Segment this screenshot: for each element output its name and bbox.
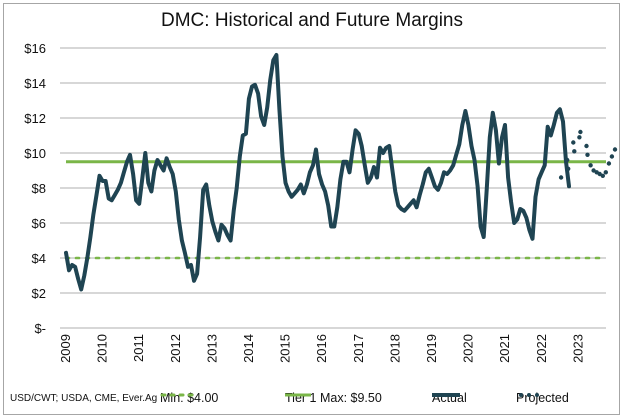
- projected-point: [558, 175, 564, 180]
- projected-point: [588, 163, 593, 168]
- y-tick-label: $14: [24, 76, 46, 91]
- legend-item-tier1: Tier 1 Max: $9.50: [285, 391, 382, 405]
- x-tick-label: 2014: [241, 334, 256, 363]
- series-layer: [64, 53, 618, 292]
- projected-point: [612, 147, 618, 152]
- projected-point: [600, 173, 605, 178]
- legend-swatch-min: [160, 393, 196, 397]
- chart-frame: [3, 3, 620, 415]
- projected-point: [578, 129, 583, 135]
- y-tick-labels: $16 $14 $12 $10 $8 $6 $4 $2 $-: [24, 41, 46, 336]
- y-tick-label: $6: [32, 216, 46, 231]
- projected-point: [606, 161, 612, 166]
- legend-swatch-tier1: [285, 393, 311, 397]
- y-tick-label: $12: [24, 111, 46, 126]
- projected-point: [566, 166, 571, 171]
- x-tick-label: 2022: [534, 334, 549, 363]
- y-tick-label: $8: [32, 181, 46, 196]
- projected-point: [584, 143, 589, 149]
- projected-point: [571, 140, 576, 145]
- legend-item-min: Min: $4.00: [160, 391, 218, 405]
- legend-swatch-actual: [432, 393, 460, 397]
- x-tick-label: 2015: [278, 334, 293, 363]
- x-tick-label: 2011: [131, 334, 146, 362]
- legend-item-actual: Actual: [432, 391, 467, 405]
- x-tick-label: 2023: [570, 334, 585, 363]
- x-tick-label: 2009: [58, 334, 73, 363]
- x-tick-label: 2021: [497, 334, 512, 363]
- x-tick-label: 2019: [424, 334, 439, 363]
- y-tick-label: $16: [24, 41, 46, 56]
- x-tick-labels: 2009 2010 2011 2012 2013 2014 2015 2016 2017 2018…: [58, 334, 585, 363]
- actual-series-line: [64, 53, 571, 292]
- x-tick-label: 2010: [95, 334, 110, 363]
- projected-point: [609, 154, 615, 159]
- y-tick-label: $-: [34, 321, 46, 336]
- y-tick-label: $10: [24, 146, 46, 161]
- x-tick-label: 2020: [461, 334, 476, 363]
- y-tick-label: $4: [32, 251, 46, 266]
- source-note: USD/CWT; USDA, CME, Ever.Ag: [10, 393, 158, 404]
- projected-point: [577, 135, 582, 140]
- x-tick-label: 2018: [387, 334, 402, 363]
- projected-point: [585, 152, 590, 157]
- projected-point: [572, 149, 577, 154]
- y-tick-label: $2: [32, 286, 46, 301]
- x-tick-label: 2017: [351, 334, 366, 363]
- legend: USD/CWT; USDA, CME, Ever.Ag Min: $4.00 T…: [0, 390, 624, 410]
- x-tick-label: 2016: [314, 334, 329, 363]
- legend-swatch-projected: [519, 393, 539, 397]
- projected-point: [565, 157, 570, 163]
- projected-point: [603, 170, 608, 175]
- x-tick-label: 2013: [204, 334, 219, 363]
- legend-item-projected: Projected: [516, 391, 569, 405]
- chart-title: DMC: Historical and Future Margins: [161, 10, 463, 31]
- x-tick-label: 2012: [168, 334, 183, 363]
